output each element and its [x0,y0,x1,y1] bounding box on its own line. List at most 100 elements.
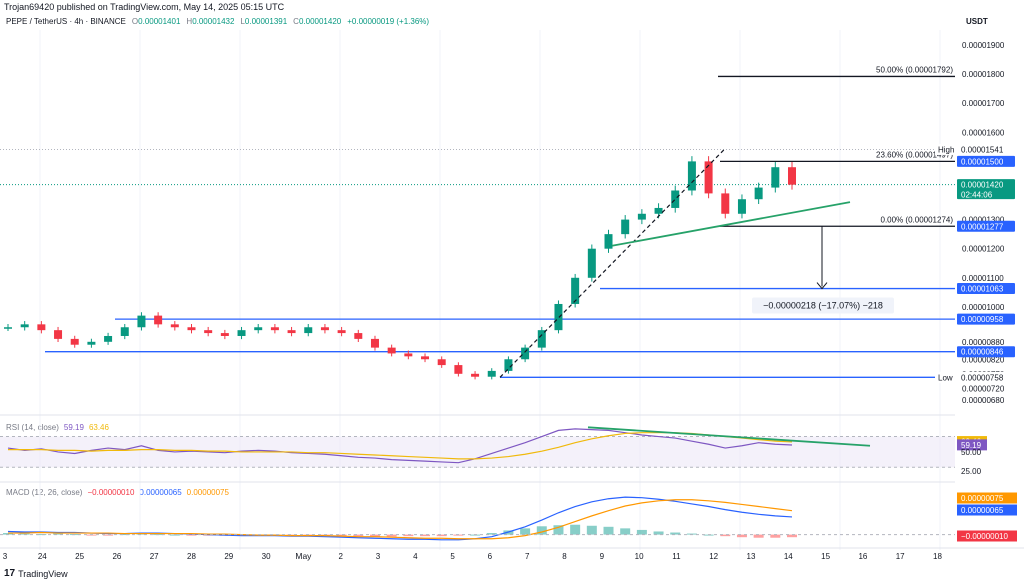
dashed-trend-line[interactable] [499,149,725,378]
time-axis-tick: 8 [562,552,567,561]
macd-histogram-bar [736,534,747,538]
macd-histogram-bar [19,533,30,535]
candle-body [304,327,313,334]
rsi-title[interactable]: RSI (14, close) [6,423,59,432]
macd-histogram-bar [353,534,364,537]
candle-body [504,359,513,371]
price-tag-value: 0.00001277 [961,222,1004,231]
measure-arrow-head [816,282,828,290]
candle-body [120,327,129,336]
price-axis-tick: 0.00000680 [962,396,1005,405]
symbol-name[interactable]: PEPE / TetherUS · 4h · BINANCE [6,17,126,26]
currency-label[interactable]: USDT [966,17,988,26]
close-value: 0.00001420 [298,17,342,26]
macd-histogram-bar [420,534,431,537]
macd-histogram-bar [369,534,380,537]
candle-body [137,315,146,328]
publisher-line: Trojan69420 published on TradingView.com… [4,2,285,12]
time-axis-tick: 2 [338,552,343,561]
candle-body [370,338,379,348]
macd-histogram-bar [186,534,197,536]
candle-body [87,341,96,345]
macd-axis-label: 0.00000065 [961,506,1004,515]
candle-body [70,338,79,345]
candle-body [387,347,396,354]
time-axis-tick: 15 [821,552,830,561]
close-label: C [293,17,299,26]
fib-level-label: 0.00% (0.00001274) [881,215,954,224]
macd-histogram-bar [720,534,731,537]
fib-level-label: 23.60% (0.00001497) [876,150,953,159]
price-tag-value: 0.00001500 [961,157,1004,166]
candle-body [337,330,346,334]
rsi-divergence-line[interactable] [587,426,871,447]
candle-body [704,161,713,194]
fib-level-label: 50.00% (0.00001792) [876,65,953,74]
time-axis-tick: 4 [413,552,418,561]
macd-histogram-bar [520,528,531,535]
candle-body [270,327,279,331]
candle-body [571,277,580,304]
candle-body [737,199,746,214]
time-axis-tick: 18 [933,552,942,561]
time-axis-tick: 25 [75,552,84,561]
price-tag [957,155,1015,167]
price-tag [957,283,1015,295]
candle-body [637,213,646,220]
candle-body [187,327,196,331]
time-axis-tick: 9 [600,552,605,561]
macd-title[interactable]: MACD (12, 26, close) [6,488,83,497]
rsi-axis-label: 50.00 [961,448,982,457]
price-tag [957,220,1015,232]
candle-body [287,330,296,334]
price-axis-tick: 0.00001100 [962,274,1004,283]
time-axis-tick: 3 [376,552,381,561]
candle-body [354,333,363,339]
candle-body [4,327,12,329]
ascending-trendline[interactable] [611,201,851,247]
time-axis-tick: 29 [224,552,233,561]
time-axis-tick: 12 [709,552,718,561]
macd-histogram-bar [3,533,13,535]
macd-histogram-bar [103,534,114,536]
price-axis-tick: 0.00000820 [962,355,1005,364]
candle-body [671,190,680,208]
macd-legend: MACD (12, 26, close) −0.00000010 0.00000… [6,488,229,497]
time-axis-tick: 27 [150,552,159,561]
candle-body [721,193,730,214]
tradingview-brand[interactable]: 17 TradingView [4,568,68,579]
change-value: +0.00000019 (+1.36%) [347,17,430,26]
macd-histogram-bar [636,529,647,535]
candle-body [587,248,596,278]
price-axis-tick: 0.00001700 [962,99,1005,108]
candle-body [621,219,630,235]
price-axis-tick: 0.00000880 [962,338,1005,347]
candle-body [20,324,29,328]
candle-body [754,187,763,200]
candle-body [471,373,480,377]
measure-label: −0.00000218 (−17.07%) −218 [763,301,883,311]
macd-histogram-bar [536,526,547,535]
candle-body [154,315,163,325]
candle-body [54,330,63,339]
macd-histogram-bar [436,534,447,537]
low-value: 0.00001391 [244,17,288,26]
rsi-line[interactable] [7,428,793,464]
macd-tag [957,504,1017,516]
macd-histogram-bar [36,534,47,536]
candle-body [654,207,663,214]
time-axis-tick: 7 [525,552,530,561]
macd-signal-value: 0.00000075 [186,488,229,497]
candle-body [554,303,563,331]
macd-histogram-bar [453,534,464,536]
candle-body [421,356,430,360]
macd-tag [957,492,1017,504]
macd-signal-line[interactable] [8,499,793,540]
price-axis-tick: 0.00001300 [962,216,1005,225]
high-value: 0.00001432 [192,17,235,26]
price-axis-tick: 0.00000720 [962,384,1005,393]
price-tag [957,179,1015,200]
candle-body [237,330,246,336]
candle-body [454,365,463,374]
